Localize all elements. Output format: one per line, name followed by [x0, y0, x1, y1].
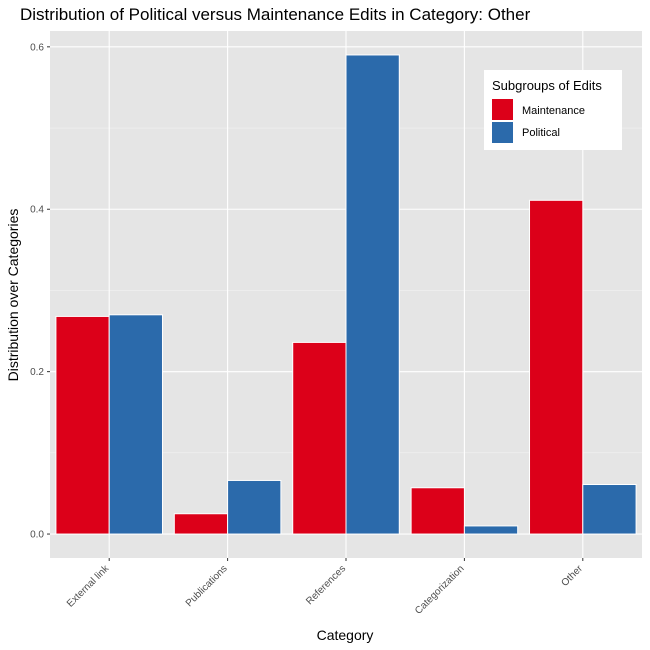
legend-label-political: Political	[522, 127, 560, 139]
legend-label-maintenance: Maintenance	[522, 105, 585, 117]
bar-maintenance-categorization	[410, 487, 465, 535]
bar-maintenance-other	[529, 199, 584, 535]
x-tick-label: Categorization	[413, 563, 466, 616]
y-tick-label: 0.4	[30, 205, 44, 216]
y-tick-label: 0.6	[30, 42, 44, 53]
chart-title: Distribution of Political versus Mainten…	[20, 5, 531, 24]
legend-key-maintenance	[492, 99, 513, 120]
bars	[55, 54, 637, 535]
legend-key-political	[492, 122, 513, 143]
bar-maintenance-references	[292, 341, 347, 535]
bar-political-categorization	[463, 525, 519, 535]
x-tick-label: References	[304, 563, 348, 607]
x-tick-label: Publications	[184, 563, 230, 609]
y-axis: 0.0 0.2 0.4 0.6	[30, 42, 50, 541]
y-axis-title: Distribution over Categories	[5, 209, 21, 382]
legend-title: Subgroups of Edits	[492, 78, 602, 93]
bar-maintenance-external-link	[55, 315, 110, 535]
y-tick-label: 0.0	[30, 530, 44, 541]
legend: Subgroups of Edits Maintenance Political	[484, 70, 622, 150]
bar-political-other	[582, 484, 637, 535]
bar-political-references	[345, 54, 400, 535]
y-tick-label: 0.2	[30, 367, 44, 378]
x-tick-label: Other	[559, 563, 585, 589]
bar-political-publications	[227, 479, 282, 535]
x-axis-title: Category	[317, 627, 374, 643]
bar-political-external-link	[108, 314, 163, 535]
x-tick-label: External link	[65, 563, 112, 610]
bar-maintenance-publications	[173, 513, 229, 535]
x-axis: External link Publications References Categ…	[65, 558, 585, 617]
